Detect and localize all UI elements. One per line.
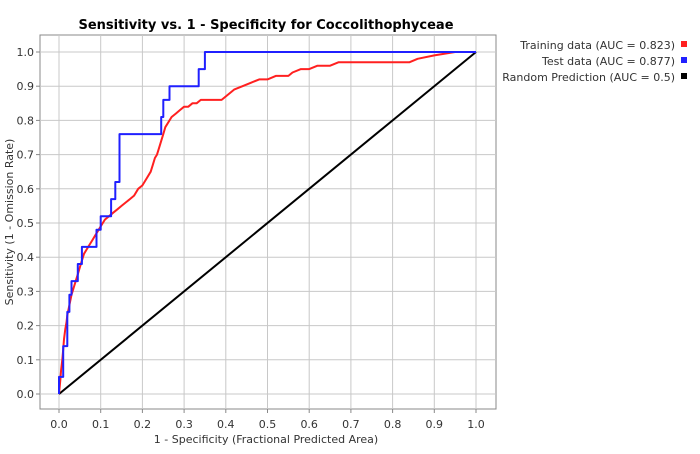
x-tick-label: 0.6	[300, 418, 318, 431]
y-tick-label: 0.2	[17, 320, 35, 333]
y-tick-label: 0.5	[17, 217, 35, 230]
y-tick-label: 0.7	[17, 149, 35, 162]
series-line-1	[58, 51, 476, 394]
x-tick-label: 1.0	[467, 418, 485, 431]
grid	[40, 35, 496, 409]
x-tick-label: 0.5	[259, 418, 277, 431]
x-tick-label: 0.9	[426, 418, 444, 431]
legend-swatch	[681, 73, 687, 79]
axis-ticks: 0.0 0.1 0.2 0.3 0.4 0.5 0.6 0.7 0.8 0.9 1.0 0.0 0.1 0…	[17, 46, 485, 431]
y-tick-label: 0.4	[17, 251, 35, 264]
y-tick-label: 0.8	[17, 114, 35, 127]
x-tick-label: 0.1	[92, 418, 110, 431]
x-tick-label: 0.0	[50, 418, 68, 431]
legend-label: Random Prediction (AUC = 0.5)	[502, 71, 675, 84]
x-tick-label: 0.2	[134, 418, 152, 431]
y-tick-label: 0.1	[17, 354, 35, 367]
series-line-2	[58, 51, 477, 395]
x-tick-label: 0.4	[217, 418, 235, 431]
legend-swatch	[681, 41, 687, 47]
y-tick-label: 0.6	[17, 183, 35, 196]
x-tick-label: 0.7	[342, 418, 360, 431]
legend-swatch	[681, 57, 687, 63]
y-tick-label: 0.3	[17, 285, 35, 298]
x-tick-label: 0.8	[384, 418, 402, 431]
chart-title: Sensitivity vs. 1 - Specificity for Cocc…	[78, 18, 453, 33]
y-axis-label: Sensitivity (1 - Omission Rate)	[3, 139, 16, 306]
x-tick-label: 0.3	[175, 418, 193, 431]
y-tick-label: 1.0	[17, 46, 35, 59]
y-tick-label: 0.9	[17, 80, 35, 93]
legend-label: Test data (AUC = 0.877)	[541, 55, 675, 68]
series-lines	[58, 51, 477, 395]
x-axis-label: 1 - Specificity (Fractional Predicted Ar…	[154, 433, 378, 446]
legend-label: Training data (AUC = 0.823)	[519, 39, 675, 52]
y-tick-label: 0.0	[17, 388, 35, 401]
legend: Training data (AUC = 0.823) Test data (AU…	[502, 39, 687, 84]
